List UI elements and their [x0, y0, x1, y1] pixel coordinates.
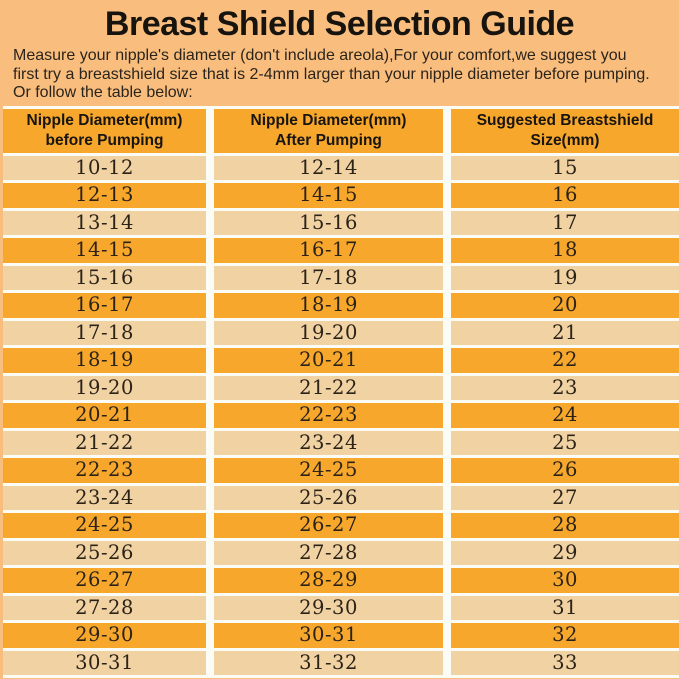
table-cell: 30-31 — [214, 623, 443, 648]
table-cell: 25-26 — [214, 485, 443, 511]
col-header-line: After Pumping — [275, 131, 382, 149]
table-cell: 18 — [451, 238, 679, 263]
col-header-nipple-before-pumping: Nipple Diameter(mm) before Pumping — [3, 108, 206, 153]
table-cell: 15-16 — [214, 210, 443, 236]
table-cell: 33 — [451, 650, 679, 676]
col-header-line: Nipple Diameter(mm) — [26, 111, 183, 129]
table-cell: 14-15 — [214, 183, 443, 208]
intro-line-1: Measure your nipple's diameter (don't in… — [13, 47, 627, 64]
table-cell: 30-31 — [3, 650, 206, 676]
table-cell: 27-28 — [214, 540, 443, 566]
table-cell: 19-20 — [214, 320, 443, 346]
table-cell: 31 — [451, 595, 679, 621]
table-cell: 18-19 — [214, 293, 443, 318]
table-cell: 24-25 — [214, 458, 443, 483]
table-cell: 17-18 — [214, 265, 443, 291]
table-cell: 28-29 — [214, 568, 443, 593]
table-cell: 25-26 — [3, 540, 206, 566]
table-cell: 21-22 — [214, 375, 443, 401]
table-cell: 24-25 — [3, 513, 206, 538]
col-header-line: Size(mm) — [530, 131, 600, 149]
table-cell: 19 — [451, 265, 679, 291]
table-cell: 27-28 — [3, 595, 206, 621]
table-cell: 29-30 — [214, 595, 443, 621]
table-cell: 29-30 — [3, 623, 206, 648]
intro-line-3: Or follow the table below: — [13, 84, 193, 102]
table-cell: 22-23 — [214, 403, 443, 428]
intro-text: Measure your nipple's diameter (don't in… — [0, 47, 679, 103]
col-header-line: before Pumping — [45, 131, 164, 149]
table-cell: 21-22 — [3, 430, 206, 456]
table-cell: 22-23 — [3, 458, 206, 483]
table-cell: 26-27 — [214, 513, 443, 538]
page: Breast Shield Selection Guide Measure yo… — [0, 4, 679, 679]
table-cell: 15 — [451, 155, 679, 181]
table-cell: 20-21 — [3, 403, 206, 428]
table-cell: 23-24 — [214, 430, 443, 456]
table-cell: 16-17 — [3, 293, 206, 318]
table-cell: 18-19 — [3, 348, 206, 373]
table-cell: 25 — [451, 430, 679, 456]
table-cell: 16 — [451, 183, 679, 208]
table-cell: 23 — [451, 375, 679, 401]
table-cell: 26-27 — [3, 568, 206, 593]
table-cell: 12-13 — [3, 183, 206, 208]
table-cell: 19-20 — [3, 375, 206, 401]
table-cell: 22 — [451, 348, 679, 373]
table-cell: 17 — [451, 210, 679, 236]
table-cell: 31-32 — [214, 650, 443, 676]
table-cell: 21 — [451, 320, 679, 346]
table-cell: 20-21 — [214, 348, 443, 373]
table-cell: 28 — [451, 513, 679, 538]
col-header-nipple-after-pumping: Nipple Diameter(mm) After Pumping — [214, 108, 443, 153]
table-cell: 32 — [451, 623, 679, 648]
table-cell: 30 — [451, 568, 679, 593]
table-cell: 20 — [451, 293, 679, 318]
table-cell: 24 — [451, 403, 679, 428]
table-cell: 23-24 — [3, 485, 206, 511]
table-cell: 27 — [451, 485, 679, 511]
table-cell: 14-15 — [3, 238, 206, 263]
col-header-line: Nipple Diameter(mm) — [250, 111, 407, 129]
table-cell: 15-16 — [3, 265, 206, 291]
page-title: Breast Shield Selection Guide — [104, 5, 575, 43]
table-cell: 10-12 — [3, 155, 206, 181]
col-header-line: Suggested Breastshield — [476, 111, 654, 129]
table-cell: 12-14 — [214, 155, 443, 181]
table-cell: 26 — [451, 458, 679, 483]
table-cell: 17-18 — [3, 320, 206, 346]
col-header-suggested-size: Suggested Breastshield Size(mm) — [451, 108, 679, 153]
size-table: Nipple Diameter(mm) before Pumping Nippl… — [3, 105, 679, 679]
table-cell: 16-17 — [214, 238, 443, 263]
intro-line-2: first try a breastshield size that is 2-… — [13, 65, 650, 83]
table-cell: 13-14 — [3, 210, 206, 236]
table-header-row: Nipple Diameter(mm) before Pumping Nippl… — [3, 108, 679, 153]
table-body: 10-12 12-14 15 12-13 14-15 16 13-14 15-16 17 14-1… — [3, 155, 679, 676]
table-cell: 29 — [451, 540, 679, 566]
